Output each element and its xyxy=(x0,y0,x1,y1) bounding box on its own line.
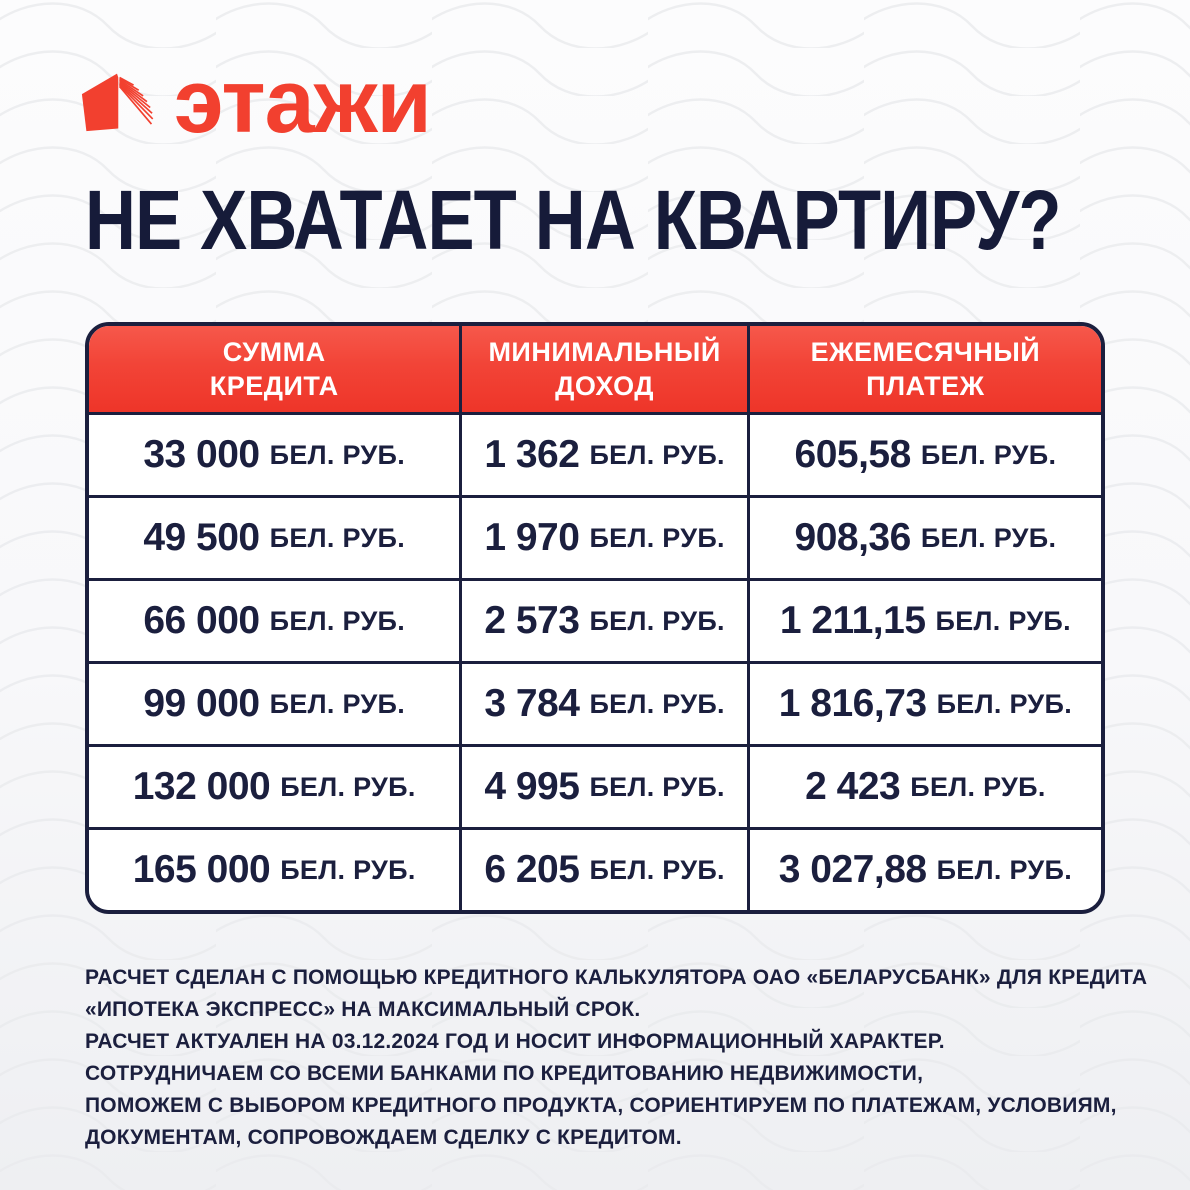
cell-amount: 1 816,73 xyxy=(778,682,927,725)
cell-amount: 49 500 xyxy=(143,516,260,559)
cell-currency-unit: БЕЛ. РУБ. xyxy=(589,854,725,885)
page-title: НЕ ХВАТАЕТ НА КВАРТИРУ? xyxy=(85,173,1062,267)
cell-currency-unit: БЕЛ. РУБ. xyxy=(910,771,1046,802)
footnote: РАСЧЕТ СДЕЛАН С ПОМОЩЬЮ КРЕДИТНОГО КАЛЬК… xyxy=(85,962,1148,1154)
column-header-2: МИНИМАЛЬНЫЙ ДОХОД xyxy=(459,326,747,412)
footnote-line-6: ДОКУМЕНТАМ, СОПРОВОЖДАЕМ СДЕЛКУ С КРЕДИТ… xyxy=(85,1126,682,1149)
table-cell-income-row6: 6 205 БЕЛ. РУБ. xyxy=(459,827,747,910)
etazhi-logo: этажи xyxy=(80,52,432,152)
table-cell-payment-row5: 2 423 БЕЛ. РУБ. xyxy=(746,744,1101,827)
table-cell-payment-row3: 1 211,15 БЕЛ. РУБ. xyxy=(746,578,1101,661)
cell-currency-unit: БЕЛ. РУБ. xyxy=(589,439,725,470)
column-header-line: ПЛАТЕЖ xyxy=(866,371,985,401)
brand-name: этажи xyxy=(174,52,432,152)
table-cell-credit-row3: 66 000 БЕЛ. РУБ. xyxy=(89,578,460,661)
cell-currency-unit: БЕЛ. РУБ. xyxy=(589,688,725,719)
cell-currency-unit: БЕЛ. РУБ. xyxy=(936,688,1072,719)
footnote-line-2: «ИПОТЕКА ЭКСПРЕСС» НА МАКСИМАЛЬНЫЙ СРОК. xyxy=(85,998,641,1021)
cell-currency-unit: БЕЛ. РУБ. xyxy=(269,605,406,636)
table-cell-income-row1: 1 362 БЕЛ. РУБ. xyxy=(459,412,747,495)
table-cell-income-row4: 3 784 БЕЛ. РУБ. xyxy=(459,661,747,744)
column-header-3: ЕЖЕМЕСЯЧНЫЙ ПЛАТЕЖ xyxy=(746,326,1101,412)
cell-amount: 4 995 xyxy=(484,765,580,808)
cell-amount: 1 362 xyxy=(484,433,580,476)
table-cell-credit-row5: 132 000 БЕЛ. РУБ. xyxy=(89,744,460,827)
cell-amount: 1 970 xyxy=(484,516,580,559)
cell-currency-unit: БЕЛ. РУБ. xyxy=(589,522,725,553)
table-cell-income-row3: 2 573 БЕЛ. РУБ. xyxy=(459,578,747,661)
column-header-line: СУММА xyxy=(222,337,326,367)
column-header-line: ЕЖЕМЕСЯЧНЫЙ xyxy=(810,337,1041,367)
cell-amount: 66 000 xyxy=(143,599,260,642)
cell-amount: 2 423 xyxy=(805,765,901,808)
credit-table: СУММА КРЕДИТА МИНИМАЛЬНЫЙ ДОХОД ЕЖЕМЕСЯЧНЫЙ П… xyxy=(85,322,1105,914)
cell-currency-unit: БЕЛ. РУБ. xyxy=(269,522,406,553)
column-header-line: ДОХОД xyxy=(555,371,655,401)
cell-currency-unit: БЕЛ. РУБ. xyxy=(935,605,1071,636)
cell-amount: 2 573 xyxy=(484,599,580,642)
table-cell-payment-row6: 3 027,88 БЕЛ. РУБ. xyxy=(746,827,1101,910)
column-header-line: КРЕДИТА xyxy=(209,371,339,401)
footnote-line-3: РАСЧЕТ АКТУАЛЕН НА 03.12.2024 ГОД И НОСИ… xyxy=(85,1030,945,1053)
table-cell-payment-row1: 605,58 БЕЛ. РУБ. xyxy=(746,412,1101,495)
cell-currency-unit: БЕЛ. РУБ. xyxy=(589,771,725,802)
cell-currency-unit: БЕЛ. РУБ. xyxy=(936,854,1072,885)
table-cell-income-row2: 1 970 БЕЛ. РУБ. xyxy=(459,495,747,578)
cell-currency-unit: БЕЛ. РУБ. xyxy=(920,439,1057,470)
cell-amount: 3 027,88 xyxy=(778,848,927,891)
footnote-line-5: ПОМОЖЕМ С ВЫБОРОМ КРЕДИТНОГО ПРОДУКТА, С… xyxy=(85,1094,1117,1117)
cell-amount: 908,36 xyxy=(794,516,912,559)
table-cell-credit-row4: 99 000 БЕЛ. РУБ. xyxy=(89,661,460,744)
cell-currency-unit: БЕЛ. РУБ. xyxy=(920,522,1057,553)
cell-currency-unit: БЕЛ. РУБ. xyxy=(589,605,725,636)
cell-amount: 132 000 xyxy=(132,765,271,808)
table-cell-income-row5: 4 995 БЕЛ. РУБ. xyxy=(459,744,747,827)
table-cell-credit-row1: 33 000 БЕЛ. РУБ. xyxy=(89,412,460,495)
cell-amount: 3 784 xyxy=(484,682,580,725)
cell-amount: 33 000 xyxy=(143,433,260,476)
table-cell-credit-row6: 165 000 БЕЛ. РУБ. xyxy=(89,827,460,910)
cell-amount: 605,58 xyxy=(794,433,912,476)
cell-amount: 1 211,15 xyxy=(779,599,926,642)
etazhi-house-icon xyxy=(81,73,154,131)
cell-amount: 99 000 xyxy=(143,682,260,725)
cell-currency-unit: БЕЛ. РУБ. xyxy=(269,439,406,470)
column-header-line: МИНИМАЛЬНЫЙ xyxy=(488,337,721,367)
cell-amount: 165 000 xyxy=(132,848,271,891)
footnote-line-4: СОТРУДНИЧАЕМ СО ВСЕМИ БАНКАМИ ПО КРЕДИТО… xyxy=(85,1062,924,1085)
column-header-1: СУММА КРЕДИТА xyxy=(89,326,460,412)
cell-currency-unit: БЕЛ. РУБ. xyxy=(280,854,416,885)
cell-currency-unit: БЕЛ. РУБ. xyxy=(269,688,406,719)
table-cell-payment-row4: 1 816,73 БЕЛ. РУБ. xyxy=(746,661,1101,744)
cell-currency-unit: БЕЛ. РУБ. xyxy=(280,771,416,802)
cell-amount: 6 205 xyxy=(484,848,580,891)
table-cell-payment-row2: 908,36 БЕЛ. РУБ. xyxy=(746,495,1101,578)
footnote-line-1: РАСЧЕТ СДЕЛАН С ПОМОЩЬЮ КРЕДИТНОГО КАЛЬК… xyxy=(85,966,1148,989)
table-cell-credit-row2: 49 500 БЕЛ. РУБ. xyxy=(89,495,460,578)
